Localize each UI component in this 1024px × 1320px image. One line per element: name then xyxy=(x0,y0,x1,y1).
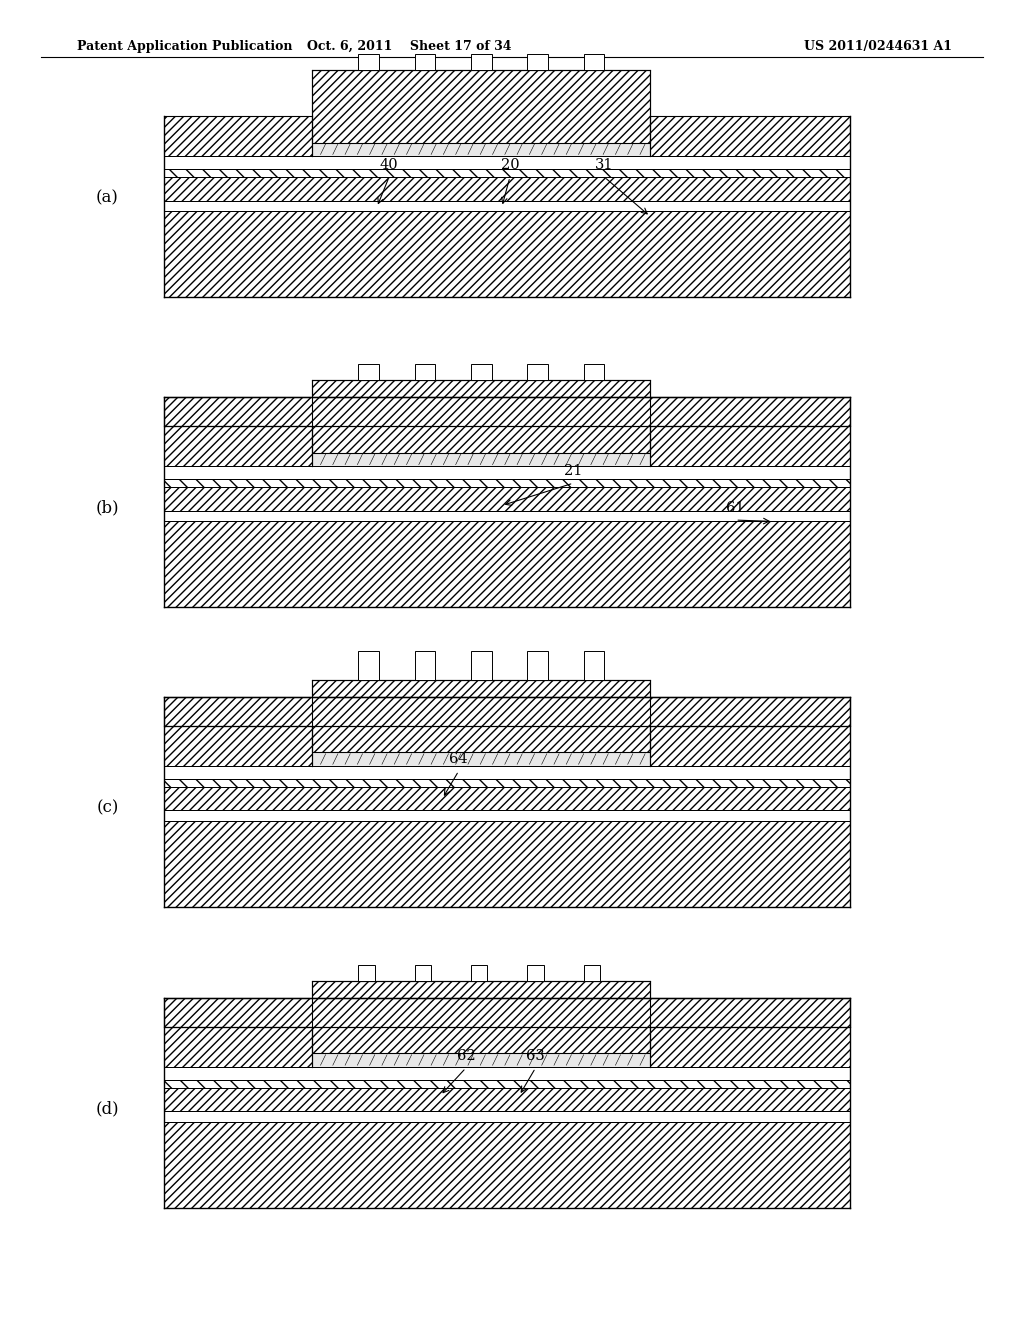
Text: 64: 64 xyxy=(450,751,468,766)
Bar xyxy=(650,1027,850,1067)
Text: (b): (b) xyxy=(95,500,120,516)
Bar xyxy=(415,651,435,680)
Bar xyxy=(164,1027,312,1067)
Bar xyxy=(650,116,850,156)
Bar xyxy=(527,651,548,680)
Bar xyxy=(164,211,850,297)
Bar xyxy=(471,54,492,70)
Text: Oct. 6, 2011    Sheet 17 of 34: Oct. 6, 2011 Sheet 17 of 34 xyxy=(307,40,512,53)
Bar xyxy=(312,380,650,453)
Bar xyxy=(415,364,435,380)
Text: 31: 31 xyxy=(595,157,613,172)
Bar xyxy=(164,511,850,521)
Bar xyxy=(164,726,312,766)
Bar xyxy=(312,680,650,752)
Bar xyxy=(164,116,312,156)
Bar xyxy=(164,426,312,466)
Bar xyxy=(584,965,600,981)
Bar xyxy=(650,426,850,466)
Text: 63: 63 xyxy=(526,1048,545,1063)
Bar xyxy=(527,364,548,380)
Text: (d): (d) xyxy=(95,1101,120,1117)
Text: (c): (c) xyxy=(96,800,119,816)
Bar xyxy=(584,364,604,380)
Bar xyxy=(164,201,850,211)
Bar xyxy=(527,54,548,70)
Bar xyxy=(164,169,850,177)
Bar xyxy=(358,364,379,380)
Bar xyxy=(164,466,850,479)
Bar xyxy=(164,521,850,607)
Text: 21: 21 xyxy=(564,463,583,478)
Bar xyxy=(312,453,650,466)
Bar xyxy=(164,1088,850,1111)
Bar xyxy=(471,364,492,380)
Text: 62: 62 xyxy=(457,1048,475,1063)
Bar xyxy=(471,965,487,981)
Text: Patent Application Publication: Patent Application Publication xyxy=(77,40,292,53)
Bar xyxy=(584,651,604,680)
Bar xyxy=(164,1067,850,1080)
Bar xyxy=(650,726,850,766)
Bar xyxy=(415,965,431,981)
Bar xyxy=(164,697,850,726)
Bar xyxy=(312,143,650,156)
Bar xyxy=(358,651,379,680)
Bar xyxy=(312,1053,650,1067)
Bar xyxy=(358,54,379,70)
Text: 20: 20 xyxy=(501,157,519,172)
Bar xyxy=(312,70,650,143)
Bar xyxy=(358,965,375,981)
Bar xyxy=(164,1080,850,1088)
Bar xyxy=(164,1111,850,1122)
Bar xyxy=(312,981,650,1053)
Bar xyxy=(164,766,850,779)
Bar xyxy=(164,821,850,907)
Text: 40: 40 xyxy=(380,157,398,172)
Bar xyxy=(164,487,850,511)
Text: (a): (a) xyxy=(96,190,119,206)
Bar xyxy=(164,998,850,1027)
Bar xyxy=(471,651,492,680)
Bar xyxy=(164,479,850,487)
Text: US 2011/0244631 A1: US 2011/0244631 A1 xyxy=(804,40,952,53)
Bar xyxy=(584,54,604,70)
Bar xyxy=(415,54,435,70)
Bar xyxy=(312,752,650,766)
Bar xyxy=(164,397,850,426)
Bar xyxy=(164,156,850,169)
Bar xyxy=(164,177,850,201)
Bar xyxy=(527,965,544,981)
Bar xyxy=(164,787,850,810)
Bar xyxy=(164,779,850,787)
Text: FIG. 11B: FIG. 11B xyxy=(437,86,587,117)
Text: 61: 61 xyxy=(726,500,744,515)
Bar xyxy=(164,1122,850,1208)
Bar xyxy=(164,810,850,821)
